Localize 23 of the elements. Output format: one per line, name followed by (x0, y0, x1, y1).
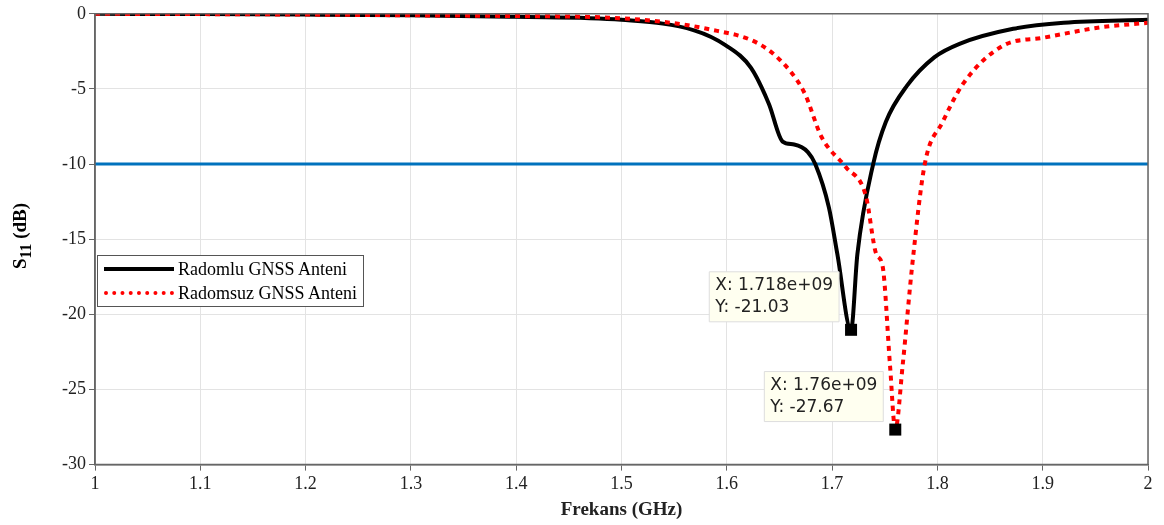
x-tick-label: 1.7 (820, 473, 844, 494)
x-tick-label: 1.1 (189, 473, 212, 494)
x-tick-label: 1.8 (926, 473, 949, 494)
x-tick-label: 2 (1143, 473, 1153, 494)
legend-label: Radomlu GNSS Anteni (178, 258, 348, 280)
annotation: X: 1.718e+09 Y: -21.03 (714, 273, 834, 316)
x-tick-label: 1.6 (715, 473, 739, 494)
y-tick-label: -15 (62, 227, 86, 248)
annotation: X: 1.76e+09 Y: -27.67 (769, 373, 878, 416)
y-tick-label: -30 (62, 453, 86, 474)
y-tick-label: -25 (62, 378, 86, 399)
x-tick-label: 1.4 (504, 473, 528, 494)
x-axis-title: Frekans (GHz) (560, 497, 683, 520)
y-tick-label: -5 (71, 77, 86, 98)
y-tick-label: -20 (62, 303, 86, 324)
x-tick-label: 1.9 (1031, 473, 1054, 494)
x-tick-label: 1.3 (399, 473, 423, 494)
x-tick-label: 1 (90, 473, 100, 494)
x-tick-label: 1.2 (294, 473, 317, 494)
y-tick-label: -10 (62, 152, 86, 173)
legend-label: Radomsuz GNSS Anteni (178, 282, 358, 304)
y-tick-label: 0 (77, 2, 86, 23)
x-tick-label: 1.5 (610, 473, 633, 494)
